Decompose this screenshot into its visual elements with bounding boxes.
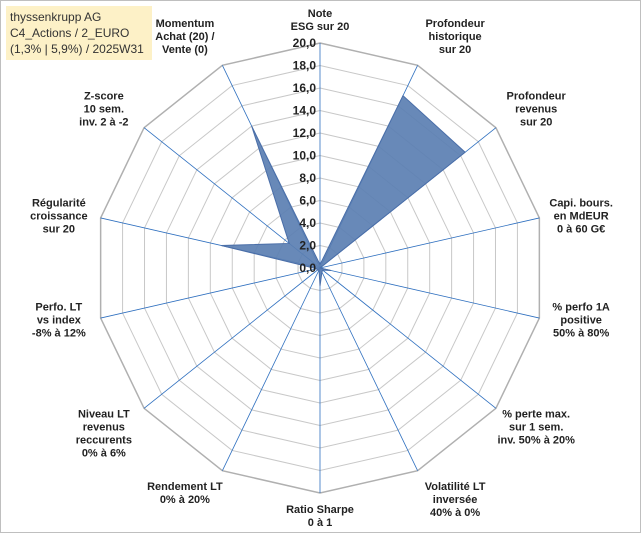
radial-tick-label: 16,0 [293, 81, 317, 95]
category-label: Momentum Achat (20) / Vente (0) [155, 18, 214, 56]
category-label-line: inv. 50% à 20% [497, 434, 575, 446]
category-label: Niveau LT revenus reccurents 0% à 6% [76, 408, 132, 459]
category-label: Capi. bours. en MdEUR 0 à 60 G€ [549, 198, 613, 236]
category-label-line: historique [429, 31, 482, 43]
axis-spoke [100, 267, 321, 319]
category-label-line: 0 à 60 G€ [557, 224, 605, 236]
category-label-line: 0% à 6% [82, 447, 126, 459]
category-label-line: sur 20 [43, 224, 75, 236]
category-label-line: Momentum [156, 18, 215, 30]
category-label: % perfo 1A positive 50% à 80% [552, 301, 610, 339]
category-label-line: revenus [515, 104, 557, 116]
category-label-line: positive [560, 314, 602, 326]
radial-tick-label: 18,0 [293, 59, 317, 73]
category-label-line: Perfo. LT [35, 301, 82, 313]
category-label-line: Régularité [32, 198, 86, 210]
category-label: Rendement LT 0% à 20% [147, 481, 223, 506]
category-label-line: Niveau LT [78, 408, 130, 420]
category-label: Note ESG sur 20 [291, 8, 350, 33]
series-layer [221, 94, 466, 287]
category-label-line: 50% à 80% [553, 327, 609, 339]
category-label-line: Rendement LT [147, 481, 223, 493]
axis-spoke [143, 267, 321, 409]
axis-spoke [319, 267, 540, 319]
label-layer: Note ESG sur 20 Profondeur historique sur 20… [30, 8, 613, 529]
company-name: thyssenkrupp AG [10, 10, 102, 24]
category-label-line: Profondeur [425, 18, 485, 30]
period-label: (1,3% | 5,9%) / 2025W31 [10, 42, 144, 56]
category-label-line: Volatilité LT [425, 481, 486, 493]
radial-tick-label: 2,0 [299, 239, 316, 253]
category-label-line: ESG sur 20 [291, 21, 350, 33]
category-label: Régularité croissance sur 20 [30, 198, 87, 236]
category-label-line: % perte max. [502, 408, 570, 420]
series-area [221, 94, 466, 287]
radial-tick-label: 0,0 [299, 261, 316, 275]
category-label-line: -8% à 12% [32, 327, 86, 339]
category-label-line: sur 20 [520, 117, 552, 129]
category-label-line: vs index [37, 314, 82, 326]
category-label-line: inversée [433, 494, 478, 506]
category-label-line: Ratio Sharpe [286, 504, 354, 516]
axis-spoke [319, 267, 418, 471]
radial-tick-label: 20,0 [293, 36, 317, 50]
category-label-line: Capi. bours. [549, 198, 613, 210]
category-label-line: reccurents [76, 434, 132, 446]
radial-tick-label: 10,0 [293, 149, 317, 163]
category-label-line: 10 sem. [84, 104, 124, 116]
radial-tick-label: 6,0 [299, 194, 316, 208]
radial-tick-label: 14,0 [293, 104, 317, 118]
axis-spoke [222, 267, 321, 471]
category-label-line: Z-score [84, 91, 124, 103]
category-label: % perte max. sur 1 sem. inv. 50% à 20% [497, 408, 575, 446]
category-label: Z-score 10 sem. inv. 2 à -2 [79, 91, 128, 129]
info-box: thyssenkrupp AG C4_Actions / 2_EURO (1,3… [6, 6, 152, 60]
category-label-line: 0% à 20% [160, 494, 210, 506]
radial-tick-label: 12,0 [293, 126, 317, 140]
category-label-line: Vente (0) [162, 44, 208, 56]
category-label: Profondeur historique sur 20 [425, 18, 485, 56]
category-label-line: sur 1 sem. [509, 421, 563, 433]
radial-tick-label: 4,0 [299, 216, 316, 230]
category-label-line: % perfo 1A [552, 301, 610, 313]
category-label: Perfo. LT vs index -8% à 12% [32, 301, 86, 339]
axis-spoke [319, 217, 540, 269]
category-label-line: revenus [83, 421, 125, 433]
category-label-line: inv. 2 à -2 [79, 117, 128, 129]
category-label-line: sur 20 [439, 44, 471, 56]
category-label-line: en MdEUR [554, 211, 609, 223]
axis-spoke [319, 267, 497, 409]
category-label-line: Profondeur [507, 91, 567, 103]
category-label: C4_Actions / 2_EURO [10, 26, 130, 40]
category-label-line: croissance [30, 211, 87, 223]
category-label: Volatilité LT inversée 40% à 0% [425, 481, 486, 519]
category-label-line: Achat (20) / [155, 31, 214, 43]
category-label-line: Note [308, 8, 332, 20]
category-label: Profondeur revenus sur 20 [507, 91, 567, 129]
category-label: Ratio Sharpe 0 à 1 [286, 504, 354, 529]
category-label-line: 40% à 0% [430, 507, 480, 519]
tick-layer: 0,0 2,0 4,0 6,0 8,0 10,0 12,0 14,0 16,0 18,0 20,0 [293, 36, 317, 275]
radial-tick-label: 8,0 [299, 171, 316, 185]
category-label-line: 0 à 1 [308, 517, 332, 529]
